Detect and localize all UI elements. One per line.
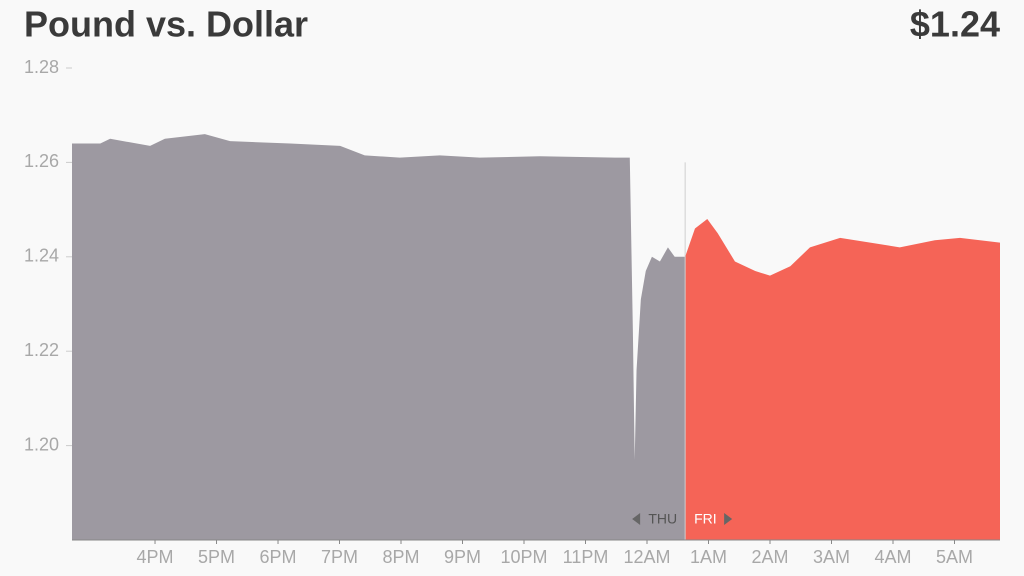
x-tick-label: 5AM xyxy=(936,547,973,567)
x-tick-label: 12AM xyxy=(623,547,670,567)
arrow-right xyxy=(724,513,733,525)
x-tick-label: 6PM xyxy=(260,547,297,567)
area xyxy=(72,134,686,540)
x-tick-label: 3AM xyxy=(813,547,850,567)
x-tick-label: 2AM xyxy=(751,547,788,567)
x-tick-label: 7PM xyxy=(321,547,358,567)
x-tick-label: 5PM xyxy=(198,547,235,567)
x-tick-label: 11PM xyxy=(563,547,609,567)
x-tick-label: 9PM xyxy=(444,547,481,567)
y-tick-label: 1.24 xyxy=(24,246,59,266)
x-tick-label: 1AM xyxy=(690,547,727,567)
annotation: FRI xyxy=(694,511,717,527)
y-tick-label: 1.22 xyxy=(24,340,59,360)
x-tick-label: 4AM xyxy=(874,547,911,567)
area xyxy=(685,219,1000,541)
annotation: THU xyxy=(648,511,677,527)
y-tick-label: 1.26 xyxy=(24,151,59,171)
arrow-left xyxy=(632,513,641,525)
x-tick-label: 4PM xyxy=(137,547,174,567)
y-tick-label: 1.20 xyxy=(24,434,59,454)
x-tick-label: 8PM xyxy=(383,547,420,567)
chart-title: Pound vs. Dollar xyxy=(24,4,308,45)
y-tick-label: 1.28 xyxy=(24,57,59,77)
current-value: $1.24 xyxy=(910,4,1000,45)
x-tick-label: 10PM xyxy=(500,547,547,567)
